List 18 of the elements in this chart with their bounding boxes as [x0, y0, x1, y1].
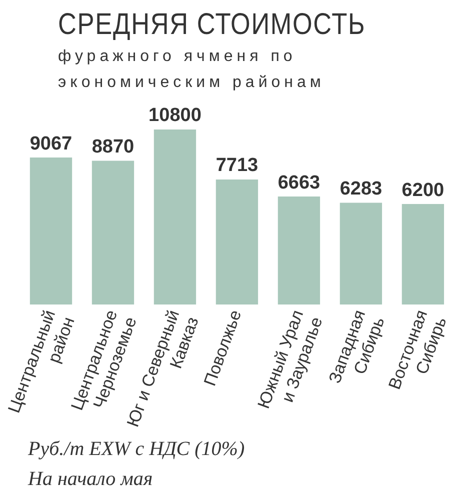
data-label: 6283 — [340, 178, 382, 200]
bar — [278, 196, 320, 305]
bar — [402, 204, 444, 305]
data-label: 9067 — [30, 133, 72, 154]
bar — [30, 158, 72, 305]
bar — [154, 129, 196, 305]
bar — [92, 160, 134, 305]
data-label: 8870 — [92, 136, 134, 158]
bar — [340, 202, 382, 305]
data-label: 6200 — [402, 180, 444, 201]
text: На начало мая — [28, 468, 153, 491]
chart-title: СРЕДНЯЯ СТОИМОСТЬ — [58, 8, 366, 42]
chart-subtitle: фуражного ячменя по экономическим районам — [58, 47, 326, 93]
data-label: 7713 — [216, 155, 258, 176]
data-label: 10800 — [148, 105, 202, 126]
text: Руб./т EXW с НДС (10%) — [28, 438, 245, 461]
bar — [216, 180, 258, 305]
data-label: 6663 — [278, 172, 320, 194]
